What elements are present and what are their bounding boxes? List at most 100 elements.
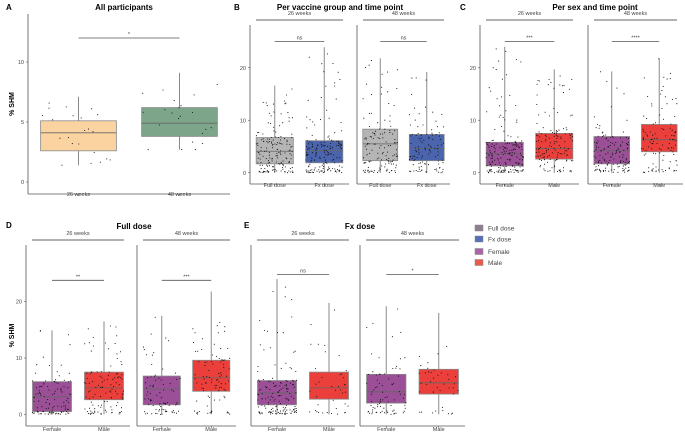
data-point xyxy=(370,405,372,407)
data-point xyxy=(600,150,602,152)
data-point xyxy=(42,356,44,358)
data-point xyxy=(92,131,94,133)
data-point xyxy=(395,153,397,155)
data-point xyxy=(405,402,407,404)
data-point xyxy=(283,409,285,411)
data-point xyxy=(393,399,395,401)
data-point xyxy=(664,170,667,172)
data-point xyxy=(563,128,565,130)
data-point xyxy=(536,140,538,142)
data-point xyxy=(55,412,57,414)
data-point xyxy=(223,359,225,361)
data-point xyxy=(548,78,550,81)
data-point xyxy=(261,171,263,173)
data-point xyxy=(161,408,163,410)
data-point xyxy=(626,162,628,164)
data-point xyxy=(280,170,282,172)
data-point xyxy=(48,102,50,104)
data-point xyxy=(517,164,520,166)
data-point xyxy=(558,129,560,131)
data-point xyxy=(224,397,226,399)
data-point xyxy=(595,169,597,171)
data-point xyxy=(314,409,317,412)
data-point xyxy=(344,384,346,386)
data-point xyxy=(163,402,165,404)
x-tick-label: 48 weeks xyxy=(168,192,191,198)
data-point xyxy=(643,154,645,156)
data-point xyxy=(544,134,546,136)
data-point xyxy=(263,329,266,332)
data-point xyxy=(370,401,373,403)
data-point xyxy=(379,400,381,402)
data-point xyxy=(274,143,276,145)
data-point xyxy=(414,147,416,149)
data-point xyxy=(286,139,288,141)
data-point xyxy=(595,149,597,151)
data-point xyxy=(295,410,298,412)
data-point xyxy=(619,137,621,139)
data-point xyxy=(502,145,504,147)
data-point xyxy=(315,154,317,156)
data-point xyxy=(415,151,418,153)
data-point xyxy=(267,122,269,124)
data-point xyxy=(537,155,539,157)
data-point xyxy=(366,143,369,145)
data-point xyxy=(372,137,374,140)
data-point xyxy=(32,412,34,414)
data-point xyxy=(539,146,542,149)
data-point xyxy=(165,402,167,405)
data-point xyxy=(310,159,312,161)
data-point xyxy=(60,406,62,408)
data-point xyxy=(150,376,152,378)
data-point xyxy=(602,136,604,138)
data-point xyxy=(326,154,328,156)
data-point xyxy=(332,140,334,142)
data-point xyxy=(535,148,537,150)
data-point xyxy=(522,157,524,159)
data-point xyxy=(166,402,168,404)
data-point xyxy=(262,101,264,103)
data-point xyxy=(335,98,337,100)
data-point xyxy=(285,383,287,386)
data-point xyxy=(553,135,555,137)
data-point xyxy=(282,410,284,412)
data-point xyxy=(379,147,381,149)
data-point xyxy=(322,163,324,165)
data-point xyxy=(627,141,630,143)
data-point xyxy=(659,114,661,116)
box-48-weeks xyxy=(141,107,218,137)
data-point xyxy=(506,142,508,144)
data-point xyxy=(278,400,280,402)
data-point xyxy=(338,170,340,172)
data-point xyxy=(442,410,444,412)
data-point xyxy=(67,334,70,336)
data-point xyxy=(207,395,209,397)
data-point xyxy=(676,103,678,105)
data-point xyxy=(159,392,161,394)
data-point xyxy=(307,147,309,149)
data-point xyxy=(387,145,389,147)
panel-title: Fx dose xyxy=(345,222,376,231)
data-point xyxy=(41,385,43,388)
data-point xyxy=(229,413,231,415)
data-point xyxy=(311,171,313,173)
data-point xyxy=(555,130,557,132)
data-point xyxy=(224,359,226,361)
data-point xyxy=(258,380,260,382)
data-point xyxy=(268,165,270,167)
data-point xyxy=(384,397,386,399)
data-point xyxy=(439,138,442,141)
data-point xyxy=(50,413,52,415)
data-point xyxy=(389,132,391,134)
data-point xyxy=(282,387,284,389)
data-point xyxy=(278,152,280,154)
data-point xyxy=(305,159,307,161)
data-point xyxy=(363,157,365,159)
data-point xyxy=(513,148,515,150)
data-point xyxy=(549,145,551,147)
data-point xyxy=(671,99,673,101)
significance-label: ns xyxy=(300,269,306,275)
data-point xyxy=(617,147,619,149)
